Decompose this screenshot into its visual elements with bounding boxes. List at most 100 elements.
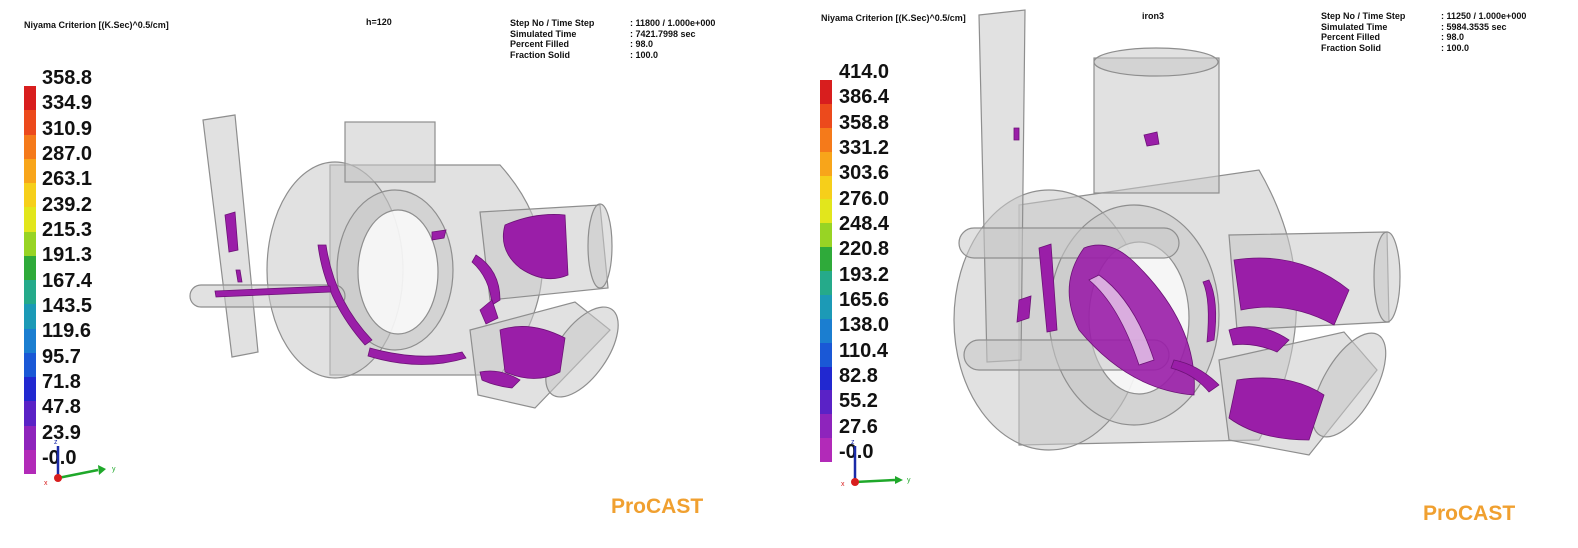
color-scale-segment (24, 401, 36, 426)
defect-regions-left (214, 211, 569, 389)
info-value: : 7421.7998 sec (630, 28, 696, 39)
info-row: Fraction Solid : 100.0 (510, 50, 715, 61)
color-scale-segment (820, 414, 832, 439)
info-label: Percent Filled (510, 39, 570, 49)
color-scale-segment (820, 103, 832, 128)
legend-tick-label: 191.3 (42, 244, 93, 267)
axis-triad: z y x (44, 440, 116, 487)
procast-logo: ProCAST (611, 495, 704, 518)
axis-y-label: y (907, 477, 911, 484)
color-scale-segment (24, 158, 36, 183)
case-label: iron3 (1142, 11, 1165, 21)
legend-tick-label: 358.8 (42, 67, 93, 89)
simulation-info: Step No / Time Step: 11800 / 1.000e+000 … (510, 18, 715, 60)
info-value: : 11250 / 1.000e+000 (1441, 11, 1527, 21)
legend-tick-label: 386.4 (839, 86, 890, 109)
color-scale-segment (820, 199, 832, 224)
legend-tick-label: 95.7 (42, 345, 81, 368)
legend-tick-label: 143.5 (42, 294, 93, 317)
color-scale-segment (24, 328, 36, 353)
legend-tick-label: 334.9 (42, 92, 93, 115)
case-label: h=120 (366, 17, 392, 27)
runner-upper (958, 227, 1180, 259)
axis-z-label: z (851, 440, 855, 446)
legend-tick-label: 110.4 (839, 339, 888, 362)
info-value: : 5984.3535 sec (1441, 21, 1507, 32)
legend-tick-label: 165.6 (839, 288, 890, 311)
legend-tick-label: 27.6 (839, 415, 878, 438)
color-scale-segment (24, 377, 36, 402)
legend-tick-label: 414.0 (839, 61, 890, 83)
legend-tick-list: 358.8 334.9 310.9 287.0 263.1 239.2 215.3 191.3… (42, 68, 92, 468)
legend-tick-label: 47.8 (42, 396, 81, 419)
info-row: Simulated Time : 7421.7998 sec (510, 29, 715, 40)
legend-tick-label: 303.6 (839, 162, 890, 185)
info-value: : 98.0 (1441, 32, 1465, 42)
color-scale-segment (820, 390, 832, 415)
defect-regions-right (1013, 127, 1350, 441)
color-scale-segment (24, 231, 36, 256)
color-scale-segment (24, 425, 36, 450)
legend-tick-label: 119.6 (42, 320, 91, 343)
color-scale-segment (24, 304, 36, 329)
info-label: Simulated Time (510, 28, 577, 39)
info-value: : 100.0 (1441, 42, 1470, 53)
color-scale-bar (820, 80, 832, 462)
info-row: Percent Filled : 98.0 (1321, 32, 1526, 43)
legend-tick-label: 220.8 (839, 238, 890, 261)
color-scale-segment (820, 294, 832, 319)
color-scale-segment (820, 342, 832, 367)
color-scale-segment (820, 175, 832, 200)
info-label: Fraction Solid (510, 49, 571, 60)
simulation-info: Step No / Time Step: 11250 / 1.000e+000 … (1321, 11, 1526, 53)
axis-y-label: y (112, 466, 116, 473)
info-value: : 11800 / 1.000e+000 (630, 18, 716, 28)
info-row: Percent Filled : 98.0 (510, 39, 715, 50)
criterion-label: Niyama Criterion [(K.Sec)^0.5/cm] (24, 20, 169, 30)
legend-tick-label: 138.0 (839, 314, 890, 337)
color-scale-segment (24, 134, 36, 159)
info-value: : 98.0 (630, 39, 654, 49)
info-row: Simulated Time : 5984.3535 sec (1321, 22, 1526, 33)
legend-tick-label: 82.8 (839, 364, 878, 387)
axis-x-label: x (841, 481, 845, 488)
info-row: Fraction Solid: 100.0 (1321, 43, 1526, 54)
color-scale-segment (24, 207, 36, 232)
color-scale-segment (24, 183, 36, 208)
top-riser (344, 121, 436, 183)
info-row: Step No / Time Step: 11800 / 1.000e+000 (510, 18, 715, 29)
axis-x-label: x (44, 480, 48, 487)
left-simulation-panel: Niyama Criterion [(K.Sec)^0.5/cm] h=120 … (0, 0, 789, 548)
legend-tick-label: 215.3 (42, 218, 93, 241)
legend-tick-label: 193.2 (839, 263, 890, 286)
info-label: Simulated Time (1321, 21, 1388, 32)
legend-tick-label: 310.9 (42, 117, 93, 140)
color-scale-segment (24, 110, 36, 135)
procast-logo: ProCAST (1423, 502, 1516, 525)
axis-z-label: z (54, 440, 58, 446)
legend-tick-list: 414.0 386.4 358.8 331.2 303.6 276.0 248.4 220.8… (839, 62, 889, 462)
color-scale-segment (24, 449, 36, 474)
top-riser (1093, 57, 1220, 194)
casting-3d-view-right[interactable] (789, 0, 1578, 548)
color-scale-segment (24, 352, 36, 377)
info-row: Step No / Time Step: 11250 / 1.000e+000 (1321, 11, 1526, 22)
color-scale-segment (24, 280, 36, 305)
info-label: Percent Filled (1321, 32, 1381, 42)
legend-tick-label: 167.4 (42, 269, 93, 292)
legend-tick-label: 55.2 (839, 390, 878, 413)
color-scale-segment (820, 271, 832, 295)
legend-tick-label: 248.4 (839, 212, 890, 235)
color-scale-segment (820, 438, 832, 462)
legend-tick-label: 276.0 (839, 187, 890, 210)
legend-tick-label: 23.9 (42, 421, 81, 444)
criterion-label: Niyama Criterion [(K.Sec)^0.5/cm] (821, 13, 966, 23)
right-simulation-panel: Niyama Criterion [(K.Sec)^0.5/cm] iron3 … (789, 0, 1578, 548)
axis-triad: z y x (841, 440, 911, 488)
color-scale-segment (820, 247, 832, 271)
color-scale-segment (820, 127, 832, 152)
casting-3d-view-left[interactable] (0, 0, 789, 548)
info-value: : 100.0 (630, 49, 659, 60)
color-scale-segment (24, 255, 36, 280)
color-scale-segment (820, 80, 832, 104)
